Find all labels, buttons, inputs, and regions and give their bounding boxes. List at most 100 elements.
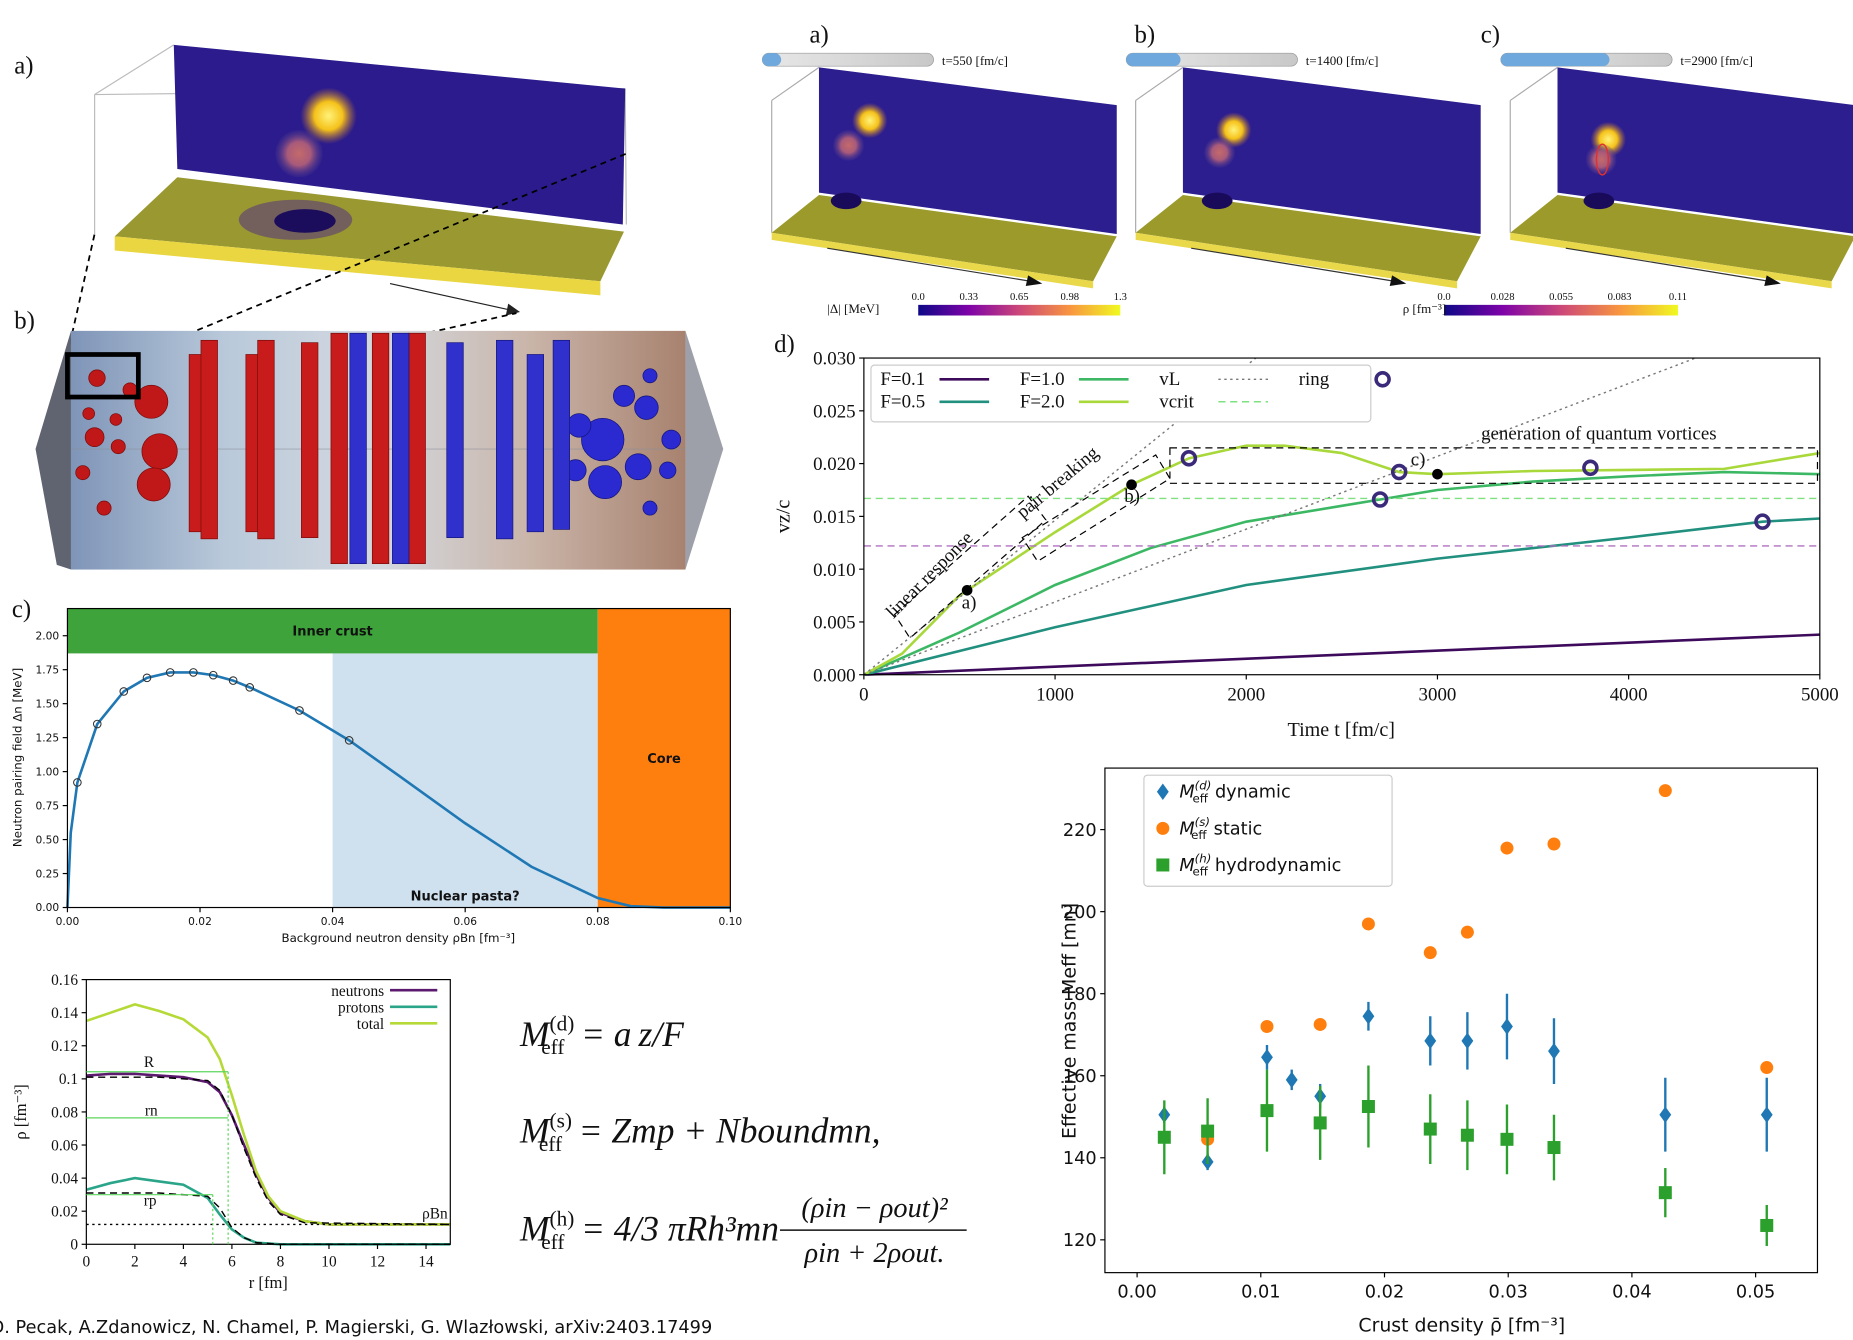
wireframe — [772, 67, 819, 100]
marker — [1201, 1125, 1214, 1138]
plot-area — [86, 980, 450, 1245]
x-tick-label: 10 — [321, 1254, 337, 1271]
sphere — [83, 408, 95, 420]
equation-rhs: = a z/F — [581, 1014, 684, 1054]
legend-label: hydrodynamic — [1215, 856, 1341, 876]
marker — [1362, 917, 1375, 930]
y-tick-label: 1.00 — [35, 765, 59, 778]
region-label: Core — [647, 752, 681, 767]
annotation: b) — [1124, 486, 1140, 507]
y-tick-label: 0.000 — [813, 665, 856, 686]
marker — [1760, 1219, 1773, 1232]
rod — [527, 354, 544, 531]
marker — [1432, 469, 1443, 480]
equation-numerator: (ρin − ρout)² — [801, 1193, 948, 1224]
sphere — [613, 385, 634, 406]
annotation: generation of quantum vortices — [1481, 424, 1717, 445]
chart: Nuclear pasta?Inner crustCore0.000.020.0… — [10, 609, 742, 945]
progress-fill — [762, 53, 781, 66]
colorbar — [918, 305, 1120, 316]
legend-symbol-sub: eff — [1192, 865, 1208, 879]
x-tick-label: 8 — [277, 1254, 285, 1271]
y-tick-label: 0.030 — [813, 349, 856, 370]
snapshot: t=550 [fm/c] — [762, 53, 1116, 288]
legend-entry: ring — [1299, 369, 1330, 390]
x-tick-label: 0.04 — [1612, 1282, 1651, 1302]
wireframe — [1136, 67, 1183, 100]
rod — [201, 340, 218, 539]
y-tick-label: 0.50 — [35, 833, 59, 846]
colorbar-tick: 0.65 — [1010, 292, 1029, 303]
chart: 0246810121400.020.040.060.080.10.120.140… — [11, 972, 450, 1292]
y-tick-label: 0.02 — [51, 1204, 78, 1221]
y-tick-label: 120 — [1063, 1231, 1097, 1251]
x-tick-label: 12 — [370, 1254, 385, 1271]
y-tick-label: 0.25 — [35, 867, 59, 880]
x-tick-label: 0.08 — [586, 915, 610, 928]
x-tick-label: 2 — [131, 1254, 139, 1271]
marker — [1547, 1141, 1560, 1154]
legend-symbol-sup: (d) — [1195, 778, 1212, 792]
marker — [1760, 1061, 1773, 1074]
y-tick-label: 0.010 — [813, 560, 856, 581]
x-tick-label: 0.03 — [1488, 1282, 1527, 1302]
equation-sub: eff — [541, 1230, 565, 1254]
marker — [1362, 1100, 1375, 1113]
annotation: rn — [145, 1102, 158, 1119]
y-tick-label: 0.1 — [59, 1071, 78, 1088]
y-tick-label: 0.16 — [51, 972, 78, 989]
marker — [1314, 1116, 1327, 1129]
legend-label: neutrons — [331, 983, 384, 1000]
y-tick-label: 0.12 — [51, 1038, 78, 1055]
arrow — [390, 284, 508, 310]
legend-label: ring — [1299, 369, 1330, 390]
floor-vortex — [1202, 193, 1233, 210]
sphere — [659, 462, 676, 479]
x-tick-label: 0.05 — [1736, 1282, 1775, 1302]
colorbar-tick: 0.0 — [912, 292, 925, 303]
progress-fill — [1501, 53, 1610, 66]
marker — [1461, 1129, 1474, 1142]
sphere — [76, 466, 90, 480]
sphere — [662, 430, 681, 449]
y-tick-label: 0.14 — [51, 1005, 78, 1022]
colorbar-label: |Δ| [MeV] — [827, 301, 879, 316]
legend-label: F=0.5 — [880, 392, 925, 413]
annotation: c) — [1411, 450, 1426, 471]
marker — [1659, 1186, 1672, 1199]
x-tick-label: 5000 — [1801, 685, 1839, 706]
legend-symbol-sub: eff — [1191, 828, 1207, 842]
y-tick-label: 0.00 — [35, 901, 59, 914]
blob — [1204, 137, 1235, 168]
marker — [1156, 822, 1169, 835]
rod — [409, 333, 426, 563]
y-tick-label: 1.50 — [35, 697, 59, 710]
rod — [372, 333, 389, 563]
x-tick-label: 0.02 — [188, 915, 212, 928]
y-axis-label: vz/c — [772, 500, 794, 534]
region-label: Inner crust — [292, 625, 372, 640]
sphere — [97, 501, 111, 515]
sphere — [111, 440, 125, 454]
citation: D. Pecak, A.Zdanowicz, N. Chamel, P. Mag… — [0, 1318, 712, 1338]
y-tick-label: 220 — [1063, 821, 1097, 841]
legend-symbol-sup: (h) — [1195, 852, 1212, 866]
rod — [258, 340, 275, 539]
legend-entry: F=1.0 — [1020, 369, 1065, 390]
marker — [1500, 1133, 1513, 1146]
equation-sup: (s) — [550, 1108, 572, 1132]
x-tick-label: 0.00 — [56, 915, 80, 928]
panel-label: c) — [12, 596, 31, 623]
equation: M(h)eff= 4/3 πRh³mn — [519, 1206, 779, 1254]
snapshot: t=2900 [fm/c] — [1501, 53, 1853, 288]
legend-entry: F=2.0 — [1020, 392, 1065, 413]
floor-vortex — [831, 193, 862, 210]
x-tick-label: 0 — [859, 685, 868, 706]
colorbar-tick: 0.055 — [1549, 292, 1573, 303]
x-tick-label: 3000 — [1419, 685, 1457, 706]
marker — [1156, 858, 1169, 871]
colorbar-tick: 0.98 — [1060, 292, 1079, 303]
floor-vortex — [274, 209, 335, 233]
